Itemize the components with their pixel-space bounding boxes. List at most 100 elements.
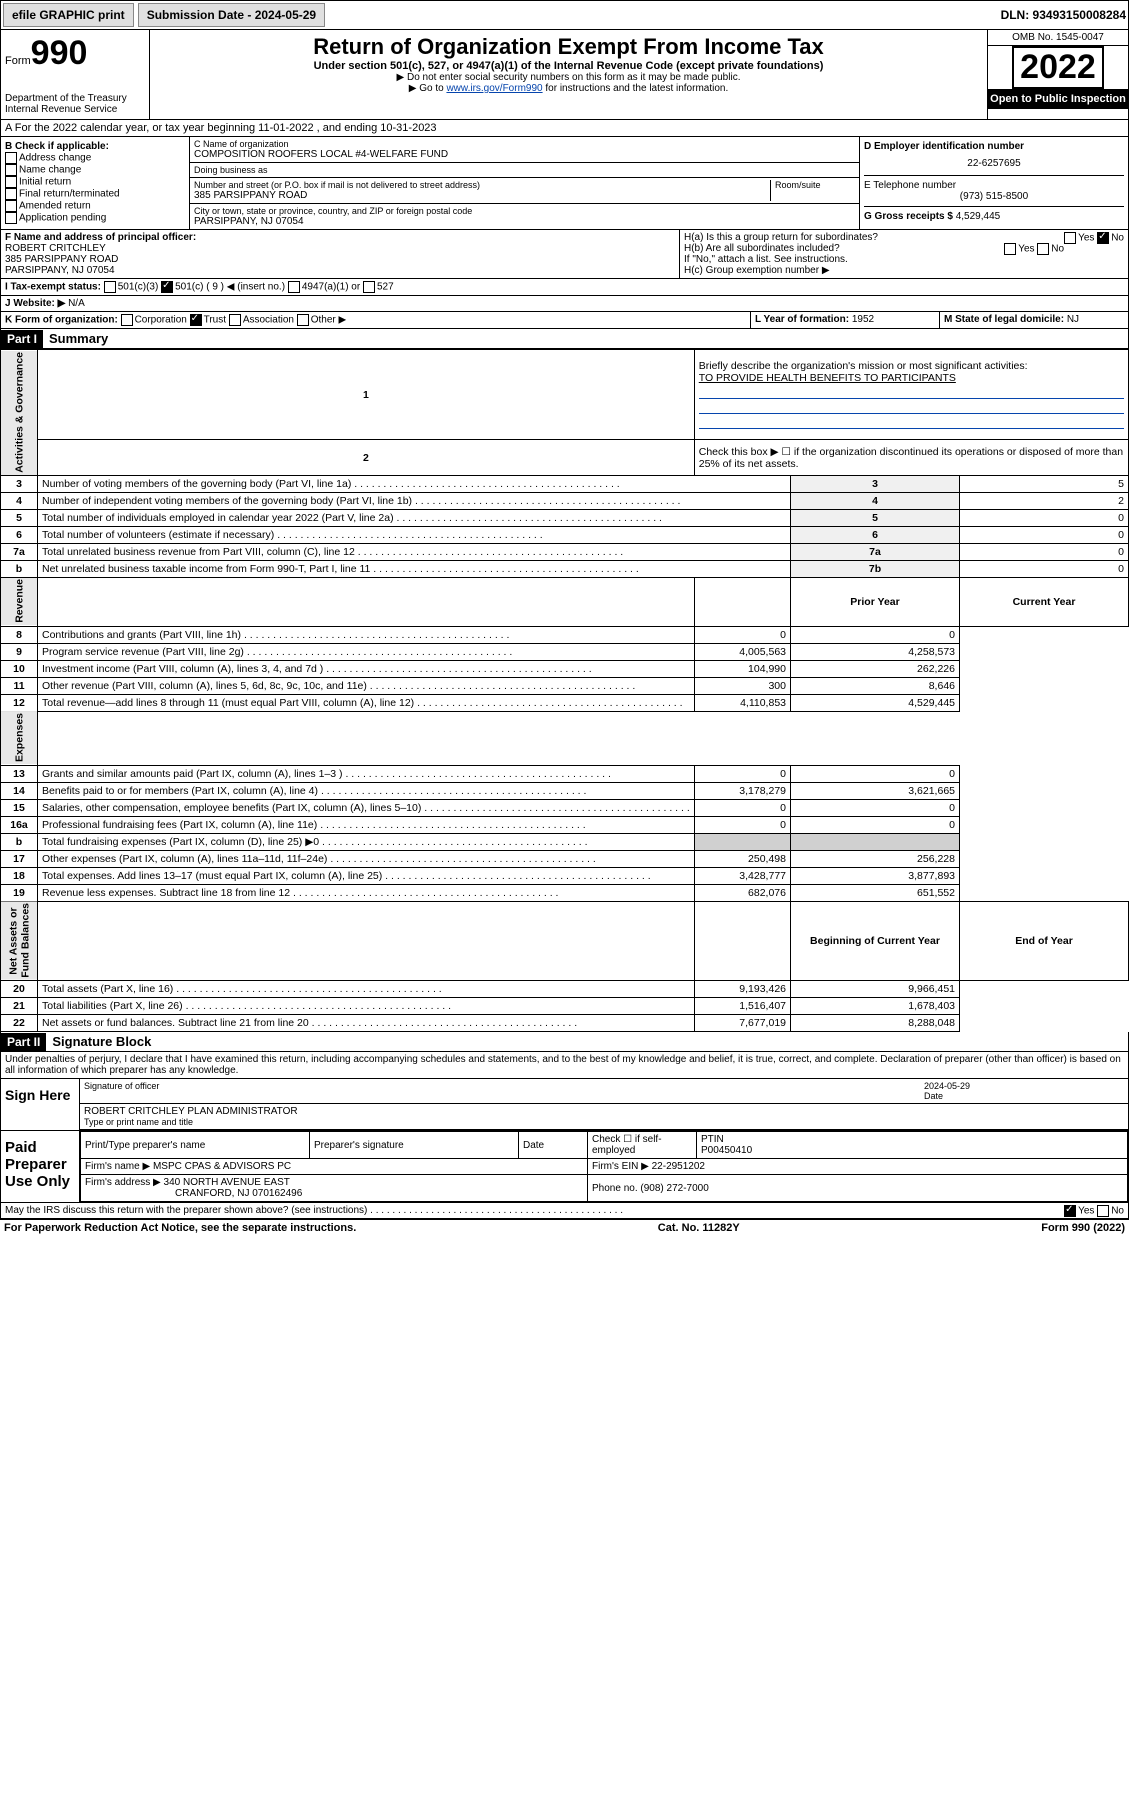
cb-lbl-3: Final return/terminated [19,189,120,200]
hb-label: H(b) Are all subordinates included? [684,243,840,254]
table-row: 10Investment income (Part VIII, column (… [1,660,1129,677]
form-number: 990 [31,34,88,72]
irs-link[interactable]: www.irs.gov/Form990 [446,83,542,94]
table-row: bNet unrelated business taxable income f… [1,560,1129,577]
part2-header-bar: Part II Signature Block [0,1032,1129,1052]
c-name-label: C Name of organization [194,139,855,149]
website-value: N/A [68,298,85,309]
checkbox-address-change[interactable] [5,152,17,164]
side-activities: Activities & Governance [1,350,38,476]
hb-yes-checkbox[interactable] [1004,243,1016,255]
checkbox-pending[interactable] [5,212,17,224]
checkbox-initial-return[interactable] [5,176,17,188]
i-527-checkbox[interactable] [363,281,375,293]
firm-addr1-value: 340 NORTH AVENUE EAST [164,1177,290,1188]
hb-no-checkbox[interactable] [1037,243,1049,255]
k-o2: Trust [204,315,226,326]
discuss-yes-checkbox[interactable] [1064,1205,1076,1217]
side-expenses: Expenses [1,711,38,765]
paid-preparer-label: Paid Preparer Use Only [1,1131,80,1202]
part1-tag: Part I [1,330,43,348]
k-corp-checkbox[interactable] [121,314,133,326]
discuss-yes: Yes [1078,1206,1094,1217]
page-footer: For Paperwork Reduction Act Notice, see … [0,1219,1129,1236]
city-value: PARSIPPANY, NJ 07054 [194,216,855,227]
section-bcd: B Check if applicable: Address change Na… [0,137,1129,230]
section-i-row: I Tax-exempt status: 501(c)(3) 501(c) ( … [0,279,1129,296]
officer-addr2: PARSIPPANY, NJ 07054 [5,265,675,276]
ha-no-checkbox[interactable] [1097,232,1109,244]
ha-yes: Yes [1078,233,1094,244]
i-4947-checkbox[interactable] [288,281,300,293]
i-o2: 501(c) ( 9 ) ◀ (insert no.) [175,282,285,293]
i-label: I Tax-exempt status: [5,282,101,293]
officer-addr1: 385 PARSIPPANY ROAD [5,254,675,265]
discuss-label: May the IRS discuss this return with the… [5,1205,623,1216]
firm-ein-label: Firm's EIN ▶ [592,1161,649,1172]
part2-tag: Part II [1,1033,46,1051]
table-row: 6Total number of volunteers (estimate if… [1,526,1129,543]
i-o3: 4947(a)(1) or [302,282,360,293]
table-row: 15Salaries, other compensation, employee… [1,799,1129,816]
firm-name-label: Firm's name ▶ [85,1161,150,1172]
k-label: K Form of organization: [5,315,118,326]
table-row: 11Other revenue (Part VIII, column (A), … [1,677,1129,694]
table-row: 4Number of independent voting members of… [1,492,1129,509]
col-current-year: Current Year [960,577,1129,626]
discuss-row: May the IRS discuss this return with the… [0,1203,1129,1219]
table-row: 18Total expenses. Add lines 13–17 (must … [1,867,1129,884]
ein-value: 22-6257695 [864,152,1124,175]
street-value: 385 PARSIPPANY ROAD [194,190,770,201]
checkbox-amended[interactable] [5,200,17,212]
m-value: NJ [1067,314,1079,325]
part1-title: Summary [43,329,114,348]
k-other-checkbox[interactable] [297,314,309,326]
footer-mid: Cat. No. 11282Y [658,1222,740,1234]
table-row: 13Grants and similar amounts paid (Part … [1,765,1129,782]
dba-label: Doing business as [194,165,855,175]
sig-date-value: 2024-05-29 [924,1081,1124,1091]
ha-label: H(a) Is this a group return for subordin… [684,232,878,243]
footer-right: Form 990 (2022) [1041,1222,1125,1234]
l-value: 1952 [852,314,874,325]
firm-ein-value: 22-2951202 [652,1161,705,1172]
k-trust-checkbox[interactable] [190,314,202,326]
section-b-header: B Check if applicable: [5,141,185,152]
sig-officer-label: Signature of officer [84,1081,924,1101]
table-row: 19Revenue less expenses. Subtract line 1… [1,884,1129,901]
k-o4: Other ▶ [311,315,346,326]
checkbox-name-change[interactable] [5,164,17,176]
cb-lbl-5: Application pending [19,213,106,224]
k-assoc-checkbox[interactable] [229,314,241,326]
ha-no: No [1111,233,1124,244]
checkbox-final-return[interactable] [5,188,17,200]
l-label: L Year of formation: [755,314,852,325]
section-j-row: J Website: ▶ N/A [0,296,1129,312]
note2-pre: ▶ Go to [409,83,447,94]
type-name-label: Type or print name and title [84,1117,1124,1127]
phone-label: E Telephone number [864,180,1124,191]
pt-date-label: Date [519,1132,588,1159]
line1-value: TO PROVIDE HEALTH BENEFITS TO PARTICIPAN… [699,372,1124,384]
submission-date-button[interactable]: Submission Date - 2024-05-29 [138,3,325,27]
firm-addr2-value: CRANFORD, NJ 070162496 [175,1188,302,1199]
efile-button[interactable]: efile GRAPHIC print [3,3,134,27]
i-o1: 501(c)(3) [118,282,159,293]
ptin-value: P00450410 [701,1145,752,1156]
tax-year: 2022 [1012,46,1104,89]
pt-check-label: Check ☐ if self-employed [588,1132,697,1159]
i-501c3-checkbox[interactable] [104,281,116,293]
discuss-no-checkbox[interactable] [1097,1205,1109,1217]
hb-yes: Yes [1018,244,1034,255]
table-row: 21Total liabilities (Part X, line 26)1,5… [1,998,1129,1015]
footer-left: For Paperwork Reduction Act Notice, see … [4,1222,356,1234]
i-501c-checkbox[interactable] [161,281,173,293]
col-prior-year: Prior Year [791,577,960,626]
table-row: 8Contributions and grants (Part VIII, li… [1,626,1129,643]
part1-header-bar: Part I Summary [0,329,1129,349]
i-o4: 527 [377,282,394,293]
sig-date-label: Date [924,1091,1124,1101]
cb-lbl-1: Name change [19,165,81,176]
ha-yes-checkbox[interactable] [1064,232,1076,244]
cb-lbl-4: Amended return [19,201,91,212]
